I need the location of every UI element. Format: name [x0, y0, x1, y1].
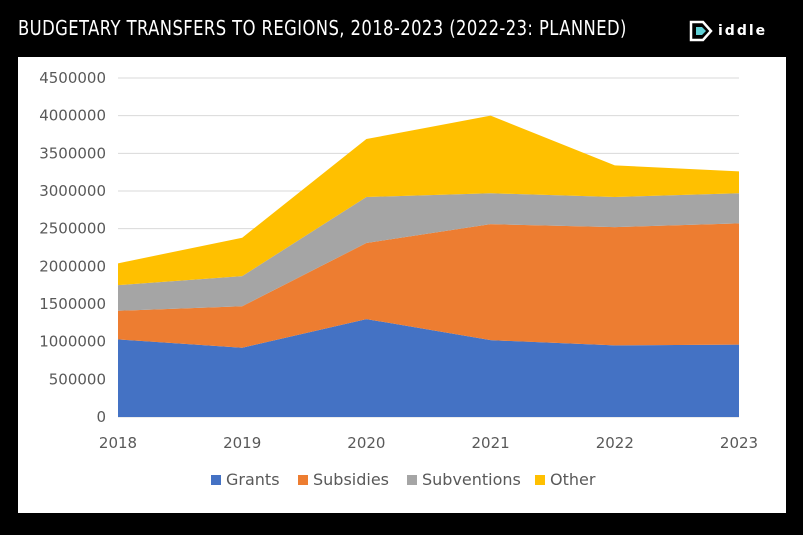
- legend-swatch: [298, 475, 308, 485]
- chart-title: BUDGETARY TRANSFERS TO REGIONS, 2018-202…: [18, 16, 627, 40]
- legend-swatch: [211, 475, 221, 485]
- chart-panel: 0 500000 1000000 1500000 2000000 2500000 30000…: [18, 57, 786, 513]
- y-tick-label: 2000000: [39, 257, 106, 275]
- logo-text: iddle: [718, 23, 768, 39]
- x-tick-label: 2019: [223, 434, 261, 452]
- legend-item-grants: Grants: [211, 470, 280, 489]
- y-tick-label: 500000: [49, 370, 106, 388]
- x-tick-label: 2023: [720, 434, 758, 452]
- y-tick-label: 2500000: [39, 220, 106, 238]
- y-tick-label: 4500000: [39, 69, 106, 87]
- legend-label: Subsidies: [313, 470, 389, 489]
- y-tick-label: 1000000: [39, 333, 106, 351]
- area-series-grants: [118, 319, 739, 417]
- x-tick-label: 2021: [472, 434, 510, 452]
- legend-swatch: [407, 475, 417, 485]
- y-tick-label: 4000000: [39, 107, 106, 125]
- area-series: [118, 115, 739, 417]
- area-series-subventions: [118, 193, 739, 311]
- legend-item-subventions: Subventions: [407, 470, 521, 489]
- y-tick-label: 0: [96, 408, 106, 426]
- area-series-subsidies: [118, 223, 739, 348]
- legend: Grants Subsidies Subventions Other: [211, 470, 596, 489]
- legend-item-other: Other: [535, 470, 596, 489]
- legend-swatch: [535, 475, 545, 485]
- x-axis-ticks: 2018 2019 2020 2021 2022 2023: [99, 434, 758, 452]
- legend-item-subsidies: Subsidies: [298, 470, 389, 489]
- legend-label: Other: [550, 470, 596, 489]
- brand-logo: iddle: [688, 16, 767, 46]
- area-series-other: [118, 115, 739, 286]
- y-tick-label: 3500000: [39, 144, 106, 162]
- legend-label: Grants: [226, 470, 280, 489]
- y-tick-label: 3000000: [39, 182, 106, 200]
- x-tick-label: 2022: [596, 434, 634, 452]
- y-axis-ticks: 0 500000 1000000 1500000 2000000 2500000 30000…: [39, 69, 106, 426]
- x-tick-label: 2020: [347, 434, 385, 452]
- y-tick-label: 1500000: [39, 295, 106, 313]
- legend-label: Subventions: [422, 470, 521, 489]
- x-tick-label: 2018: [99, 434, 137, 452]
- area-chart: 0 500000 1000000 1500000 2000000 2500000 30000…: [39, 69, 758, 489]
- riddle-logo-icon: [689, 20, 713, 42]
